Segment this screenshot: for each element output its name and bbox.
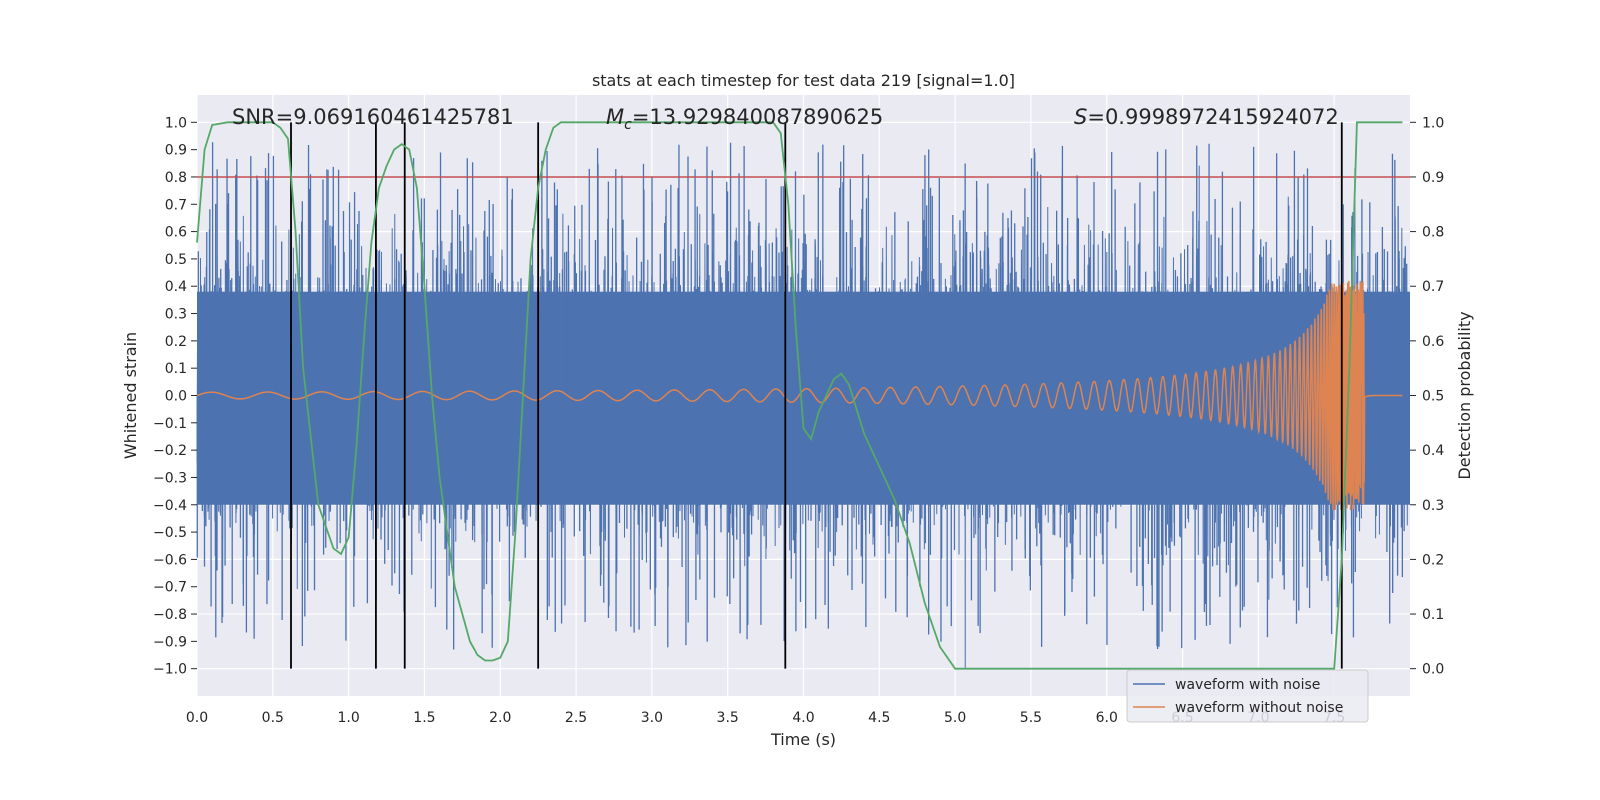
y-right-tick-label: 0.2 xyxy=(1422,552,1444,568)
y-right-tick-label: 0.4 xyxy=(1422,443,1444,459)
y-tick-label: 1.0 xyxy=(165,115,187,131)
legend-label-noise: waveform with noise xyxy=(1175,677,1320,693)
y-right-tick-label: 0.3 xyxy=(1422,498,1444,514)
legend-label-clean: waveform without noise xyxy=(1175,700,1343,716)
clean-trace xyxy=(196,280,1403,511)
x-tick-label: 5.5 xyxy=(1020,710,1042,726)
y-tick-label: −0.8 xyxy=(153,607,187,623)
s-value: =0.9998972415924072 xyxy=(1087,105,1338,129)
x-tick-label: 6.0 xyxy=(1096,710,1118,726)
y-axis-right-label: Detection probability xyxy=(1455,311,1474,479)
y-tick-label: 0.1 xyxy=(165,361,187,377)
y-tick-label: 0.3 xyxy=(165,307,187,323)
s-symbol: S xyxy=(1074,105,1087,129)
y-tick-label: 0.4 xyxy=(165,279,187,295)
y-tick-label: 0.8 xyxy=(165,170,187,186)
legend-box xyxy=(1126,669,1369,723)
y-right-tick-label: 0.9 xyxy=(1422,170,1444,186)
x-tick-label: 3.5 xyxy=(717,710,739,726)
x-tick-label: 2.5 xyxy=(565,710,587,726)
y-right-tick-label: 0.5 xyxy=(1422,389,1444,405)
score-annotation: S=0.9998972415924072 xyxy=(1074,105,1339,129)
y-right-tick-label: 0.1 xyxy=(1422,607,1444,623)
y-tick-label: 0.7 xyxy=(165,197,187,213)
y-tick-label: 0.5 xyxy=(165,252,187,268)
chirp-mass-annotation: Mc=13.929840087890625 xyxy=(606,105,883,133)
x-tick-label: 5.0 xyxy=(944,710,966,726)
y-axis-label: Whitened strain xyxy=(121,332,140,459)
mc-symbol: M xyxy=(606,105,624,129)
waveform-with-noise xyxy=(196,142,1410,669)
y-tick-label: −0.5 xyxy=(153,525,187,541)
y-axis-ticks: −1.0 −0.9 −0.8 −0.7 −0.6 −0.5 −0.4 −0.3 −0.2 −0.1… xyxy=(153,115,197,678)
x-tick-label: 4.5 xyxy=(868,710,890,726)
y-tick-label: 0.2 xyxy=(165,334,187,350)
y-right-tick-label: 0.0 xyxy=(1422,662,1444,678)
x-tick-label: 4.0 xyxy=(792,710,814,726)
y-tick-label: 0.9 xyxy=(165,143,187,159)
snr-annotation: SNR=9.069160461425781 xyxy=(232,105,514,129)
y-tick-label: −0.2 xyxy=(153,443,187,459)
x-tick-label: 2.0 xyxy=(489,710,511,726)
y-right-tick-label: 0.8 xyxy=(1422,225,1444,241)
x-axis-label: Time (s) xyxy=(770,730,836,749)
y-tick-label: −0.4 xyxy=(153,498,187,514)
y-right-tick-label: 0.7 xyxy=(1422,279,1444,295)
y-right-tick-label: 0.6 xyxy=(1422,334,1444,350)
detection-probability-line xyxy=(196,121,1403,670)
y-right-tick-label: 1.0 xyxy=(1422,115,1444,131)
mc-subscript: c xyxy=(624,117,632,133)
y-axis-right-ticks: 0.0 0.1 0.2 0.3 0.4 0.5 0.6 0.7 0.8 0.9 1.0 xyxy=(1410,115,1444,678)
waveform-without-noise xyxy=(196,280,1403,511)
mc-value: =13.929840087890625 xyxy=(632,105,883,129)
y-tick-label: −0.3 xyxy=(153,470,187,486)
x-tick-label: 1.5 xyxy=(413,710,435,726)
chart-title: stats at each timestep for test data 219… xyxy=(592,71,1015,90)
y-tick-label: 0.0 xyxy=(165,389,187,405)
noise-spikes xyxy=(196,142,1408,650)
x-tick-label: 0.0 xyxy=(186,710,208,726)
x-tick-label: 0.5 xyxy=(262,710,284,726)
y-tick-label: −0.7 xyxy=(153,580,187,596)
x-tick-label: 1.0 xyxy=(337,710,359,726)
y-tick-label: −0.9 xyxy=(153,634,187,650)
y-tick-label: −0.6 xyxy=(153,552,187,568)
legend: waveform with noise waveform without noi… xyxy=(1126,669,1369,723)
y-tick-label: 0.6 xyxy=(165,225,187,241)
y-tick-label: −0.1 xyxy=(153,416,187,432)
y-tick-label: −1.0 xyxy=(153,662,187,678)
x-tick-label: 3.0 xyxy=(641,710,663,726)
